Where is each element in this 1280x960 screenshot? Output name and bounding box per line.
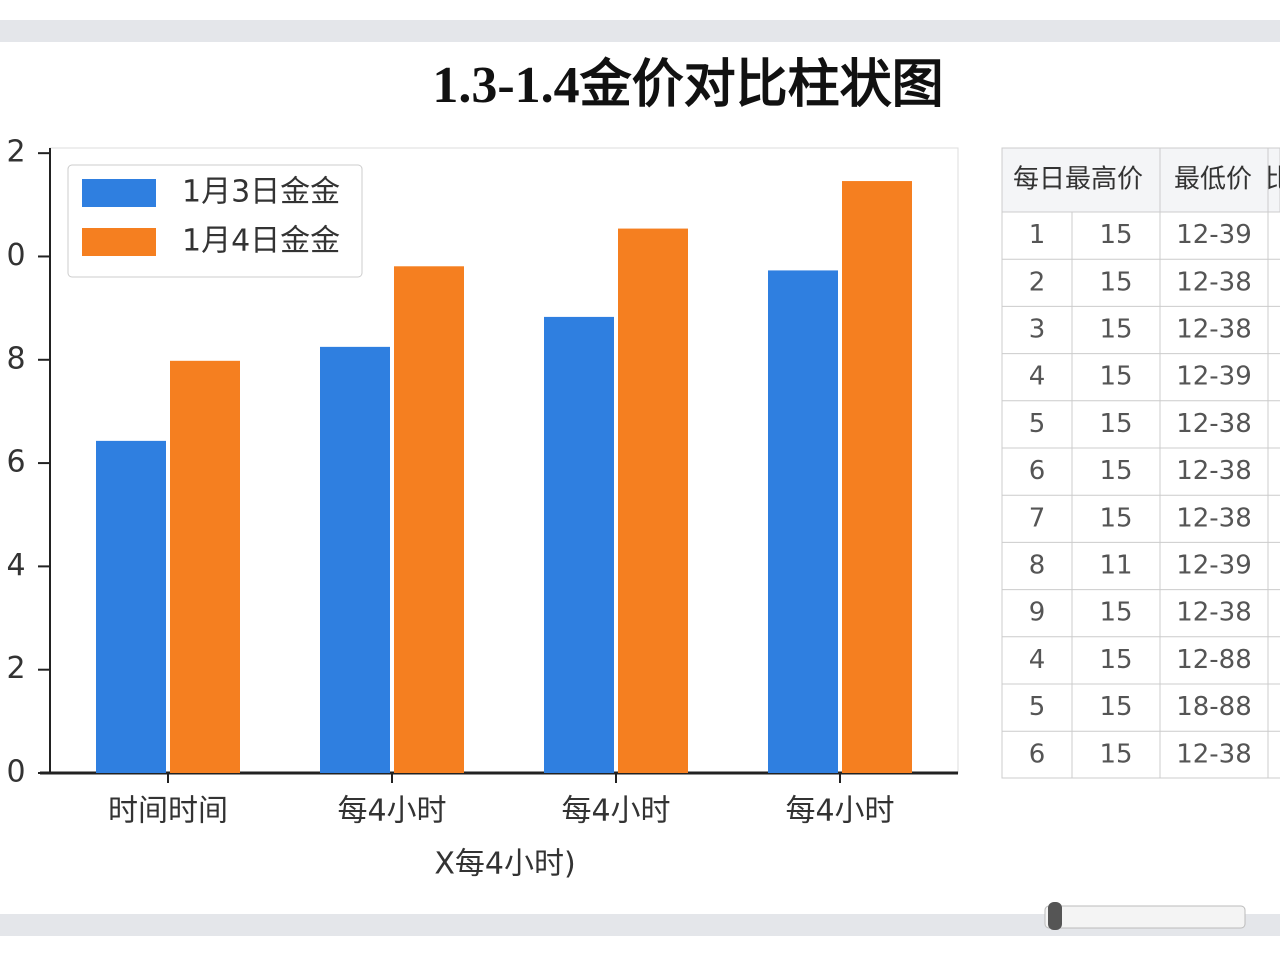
table-header: 最低价 [1174,165,1252,195]
x-axis-label: X每4小时) [434,847,575,882]
table-cell: 12-39 [1176,362,1252,392]
table-cell: 3 [1029,315,1046,345]
bar [768,270,838,773]
table-cell: 5 [1029,409,1046,439]
y-tick-label: 2 [6,651,25,686]
bar [618,228,688,774]
legend-swatch [82,228,156,256]
table-cell: 15 [1099,409,1132,439]
table-cell: 12-39 [1176,220,1252,250]
table-header: 比 [1265,165,1280,195]
legend-label: 1月3日金金 [182,175,340,210]
table-cell: 12-38 [1176,267,1252,297]
table-cell: 15 [1099,315,1132,345]
table-frame [1001,147,1280,779]
table-cell: 6 [1029,739,1046,769]
x-tick-label: 时间时间 [108,794,228,829]
table-cell: 15 [1099,267,1132,297]
table-cell: 12-38 [1176,503,1252,533]
table-cell: 2 [1029,267,1046,297]
bar [320,346,390,773]
table-cell: 12-38 [1176,739,1252,769]
scroll-indicator [1044,902,1246,930]
table-cell: 8 [1029,551,1046,581]
bar [394,266,464,773]
x-tick-label: 每4小时 [561,794,670,829]
chart-title: 1.3-1.4金价对比柱状图 [432,56,943,114]
table-cell: 4 [1029,362,1046,392]
table-cell: 4 [1029,645,1046,675]
legend-label: 1月4日金金 [182,224,340,259]
y-tick-label: 0 [6,755,25,790]
y-tick-label: 8 [6,341,25,376]
table-cell: 12-88 [1176,645,1252,675]
table-cell: 12-38 [1176,456,1252,486]
table-cell: 15 [1099,598,1132,628]
table-cell: 5 [1029,692,1046,722]
y-tick-label: 0 [6,238,25,273]
bottom-band [0,914,1280,936]
bar [544,316,614,773]
table-header: 每日最高价 [1013,165,1143,195]
bar [170,360,240,773]
table-cell: 6 [1029,456,1046,486]
table-cell: 15 [1099,503,1132,533]
table-cell: 12-38 [1176,315,1252,345]
y-tick-label: 4 [6,548,25,583]
y-tick-label: 6 [6,445,25,480]
table-cell: 12-38 [1176,598,1252,628]
table-cell: 15 [1099,692,1132,722]
table-cell: 15 [1099,645,1132,675]
table-cell: 15 [1099,362,1132,392]
table-cell: 15 [1099,456,1132,486]
y-tick-label: 2 [6,135,25,170]
x-tick-label: 每4小时 [785,794,894,829]
table-cell: 18-88 [1176,692,1252,722]
table-cell: 12-38 [1176,409,1252,439]
table-cell: 11 [1099,551,1132,581]
table-cell: 9 [1029,598,1046,628]
table-header-bg [1001,147,1280,213]
table-cell: 15 [1099,739,1132,769]
table-cell: 7 [1029,503,1046,533]
table-cell: 15 [1099,220,1132,250]
bar [96,440,166,773]
bar [842,181,912,773]
x-tick-label: 每4小时 [337,794,446,829]
legend-swatch [82,179,156,207]
table-cell: 12-39 [1176,551,1252,581]
table-cell: 1 [1029,220,1046,250]
top-band [0,20,1280,42]
